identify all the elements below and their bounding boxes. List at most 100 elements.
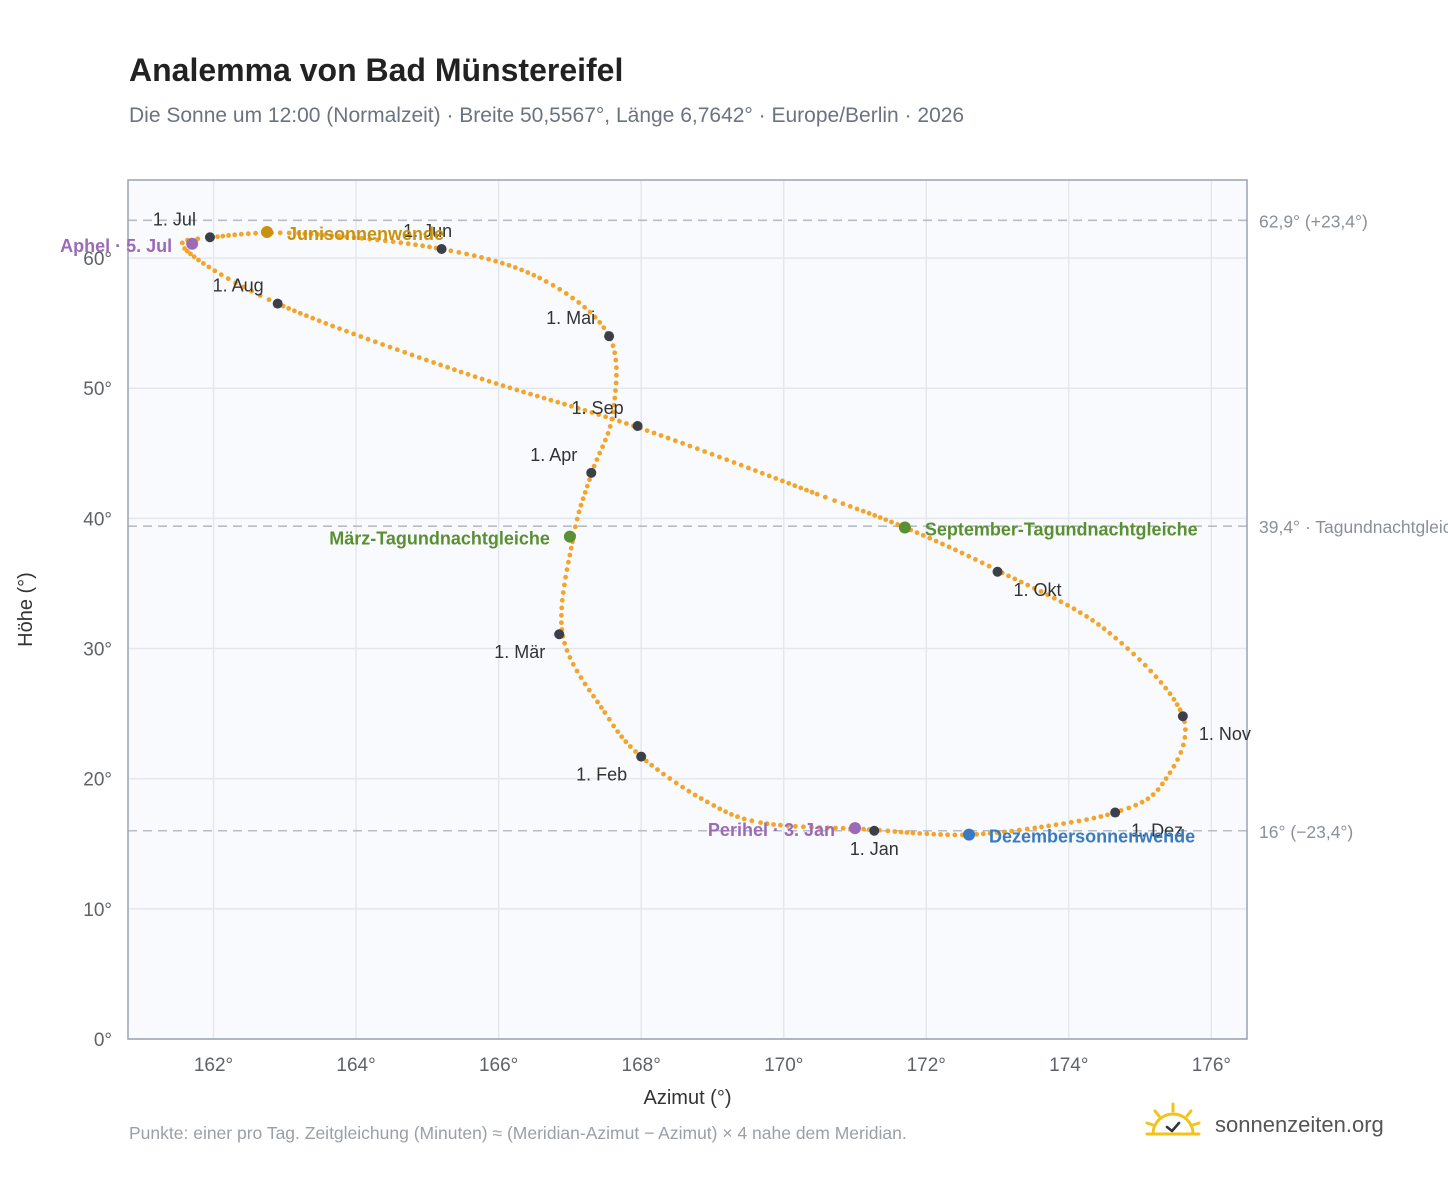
daily-sun-point xyxy=(1058,599,1064,605)
daily-sun-point xyxy=(465,371,471,377)
daily-sun-point xyxy=(1077,610,1083,615)
daily-sun-point xyxy=(596,412,602,417)
daily-sun-point xyxy=(658,433,664,438)
daily-sun-point xyxy=(724,457,730,463)
daily-sun-point xyxy=(576,509,582,515)
x-axis-label: Azimut (°) xyxy=(644,1087,732,1109)
daily-sun-point xyxy=(564,648,570,653)
daily-sun-point xyxy=(1032,825,1038,831)
y-tick-label: 60° xyxy=(83,249,112,270)
daily-sun-point xyxy=(877,515,883,520)
daily-sun-point xyxy=(1068,819,1074,825)
daily-sun-point xyxy=(655,767,660,772)
daily-sun-point xyxy=(1183,727,1188,732)
daily-sun-point xyxy=(600,444,605,450)
daily-sun-point xyxy=(573,524,578,530)
daily-sun-point xyxy=(218,272,224,278)
daily-sun-point xyxy=(574,668,580,674)
daily-sun-point xyxy=(994,830,1000,836)
month-label: 1. Aug xyxy=(213,276,264,296)
month-markers: 1. Jan 1. Feb 1. Mär 1. Apr 1. Mai 1. Jun 1. J… xyxy=(153,209,1251,858)
daily-sun-point xyxy=(702,449,707,454)
daily-sun-point xyxy=(241,284,246,290)
daily-sun-point xyxy=(872,513,878,518)
daily-sun-point xyxy=(694,446,700,452)
daily-sun-point xyxy=(758,820,763,825)
daily-sun-point xyxy=(365,336,371,342)
daily-sun-point xyxy=(764,821,770,827)
daily-sun-point xyxy=(601,325,607,331)
daily-sun-point xyxy=(614,365,619,371)
daily-sun-point xyxy=(927,535,933,541)
daily-sun-point xyxy=(1148,668,1154,674)
y-axis-label: Höhe (°) xyxy=(15,572,37,647)
daily-sun-point xyxy=(717,806,723,812)
daily-sun-point xyxy=(456,250,462,255)
daily-sun-point xyxy=(1153,674,1159,680)
daily-sun-point xyxy=(623,739,629,745)
month-label: 1. Apr xyxy=(530,445,577,465)
daily-sun-point xyxy=(617,418,622,424)
month-label: 1. Okt xyxy=(1014,580,1062,600)
daily-sun-point xyxy=(582,490,588,495)
daily-sun-point xyxy=(566,559,571,565)
daily-sun-point xyxy=(866,510,872,516)
daily-sun-point xyxy=(316,318,322,324)
daily-sun-point xyxy=(591,463,597,469)
daily-sun-point xyxy=(661,771,666,777)
daily-sun-point xyxy=(431,360,436,365)
daily-sun-point xyxy=(296,230,301,236)
daily-sun-point xyxy=(612,350,618,356)
daily-sun-point xyxy=(375,237,380,243)
daily-sun-point xyxy=(924,831,930,837)
daily-sun-point xyxy=(1105,812,1110,818)
month-label: 1. Jul xyxy=(153,209,196,229)
daily-sun-point xyxy=(938,832,943,837)
daily-sun-point xyxy=(576,300,582,305)
daily-sun-point xyxy=(1053,822,1059,828)
daily-sun-point xyxy=(308,231,314,237)
daily-sun-point xyxy=(1126,805,1132,811)
daily-sun-point xyxy=(390,239,396,245)
y-tick-label: 40° xyxy=(83,509,112,530)
daily-sun-point xyxy=(854,506,860,512)
daily-sun-point xyxy=(1009,828,1015,834)
daily-sun-point xyxy=(611,402,617,408)
daily-sun-point xyxy=(506,262,512,268)
daily-sun-point xyxy=(452,367,457,373)
x-tick-label: 170° xyxy=(764,1055,803,1076)
daily-sun-point xyxy=(1031,585,1037,591)
daily-sun-point xyxy=(398,240,404,246)
analemma-curve xyxy=(179,230,1188,838)
brand-name: sonnenzeiten.org xyxy=(1215,1112,1384,1137)
daily-sun-point xyxy=(773,476,779,481)
daily-sun-point xyxy=(753,468,758,473)
daily-sun-point xyxy=(704,799,710,805)
daily-sun-point xyxy=(402,349,408,355)
daily-sun-point xyxy=(643,758,649,764)
daily-sun-point xyxy=(238,231,244,237)
brand-logo[interactable]: sonnenzeiten.org xyxy=(1145,1100,1405,1150)
daily-sun-point xyxy=(940,541,945,547)
daily-sun-point xyxy=(945,832,950,838)
daily-sun-point xyxy=(917,831,923,836)
daily-sun-point xyxy=(1016,827,1022,833)
daily-sun-point xyxy=(584,483,590,489)
daily-sun-point xyxy=(548,397,554,403)
daily-sun-point xyxy=(920,533,926,538)
daily-sun-point xyxy=(1145,796,1151,802)
daily-sun-point xyxy=(226,233,232,238)
daily-sun-point xyxy=(493,258,498,264)
daily-sun-point xyxy=(1090,618,1095,623)
month-label: 1. Mai xyxy=(546,308,595,328)
daily-sun-point xyxy=(649,762,655,768)
daily-sun-point xyxy=(358,334,364,339)
daily-sun-point xyxy=(493,381,499,386)
daily-sun-point xyxy=(534,393,540,399)
daily-sun-point xyxy=(464,251,469,257)
x-tick-label: 176° xyxy=(1192,1055,1231,1076)
daily-sun-point xyxy=(686,788,692,794)
daily-sun-point xyxy=(557,286,563,292)
reference-line-label: 39,4° · Tagundnachtgleiche xyxy=(1259,517,1448,537)
daily-sun-point xyxy=(1180,742,1186,748)
